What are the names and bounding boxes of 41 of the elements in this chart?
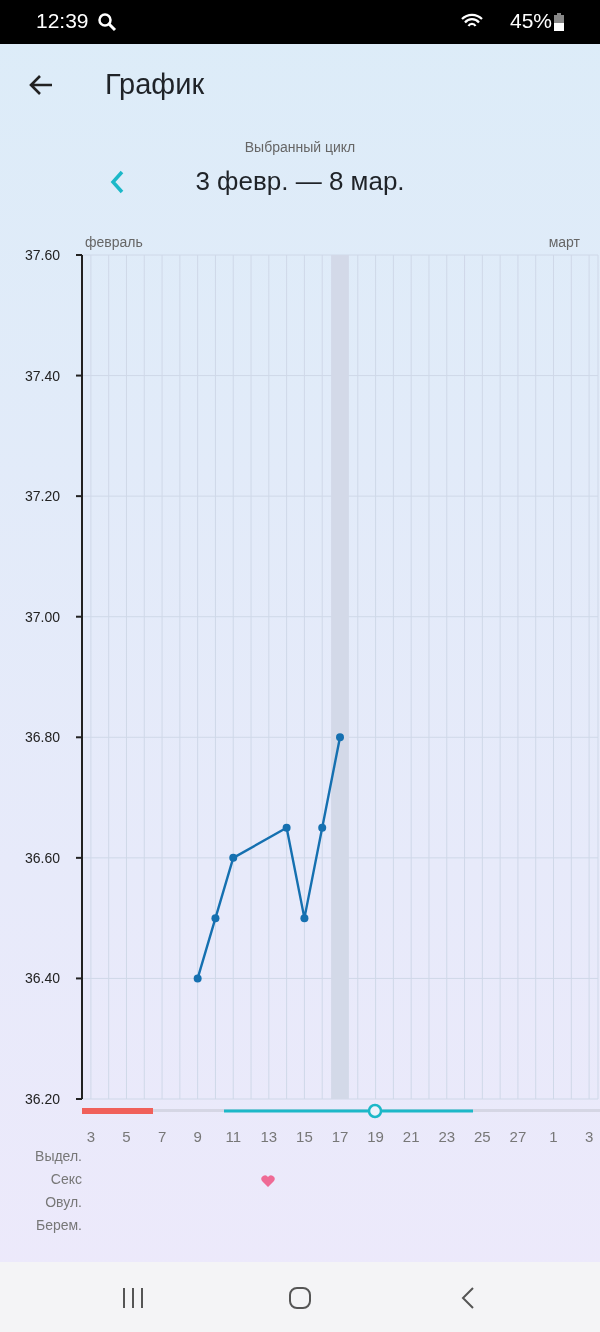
chart-subtitle: Выбранный цикл bbox=[243, 139, 357, 155]
text: март bbox=[548, 234, 580, 250]
y-tick-label: 37.20 bbox=[24, 488, 61, 505]
text: февраль bbox=[85, 234, 143, 250]
text: Берем. bbox=[35, 1217, 82, 1233]
point bbox=[300, 914, 309, 923]
y-tick-label: 37.60 bbox=[24, 246, 61, 263]
y-tick-label: 37.00 bbox=[24, 608, 61, 625]
x-tick-label: 19 bbox=[367, 1127, 384, 1145]
point bbox=[336, 733, 344, 742]
text: Выдел. bbox=[35, 1148, 82, 1164]
x-tick-label: 25 bbox=[474, 1127, 491, 1145]
x-tick-label: 21 bbox=[402, 1127, 420, 1145]
y-tick-label: 36.40 bbox=[24, 970, 61, 987]
y-tick-label: 36.80 bbox=[24, 729, 61, 746]
point bbox=[193, 974, 202, 983]
x-tick-label: 27 bbox=[509, 1127, 527, 1145]
text: 45% bbox=[510, 9, 553, 33]
x-tick-label: 13 bbox=[260, 1127, 278, 1145]
x-tick-label: 9 bbox=[193, 1127, 202, 1145]
x-tick-label: 7 bbox=[157, 1127, 167, 1145]
x-tick-label: 1 bbox=[549, 1127, 558, 1145]
point bbox=[211, 914, 220, 923]
y-tick-label: 37.40 bbox=[24, 367, 61, 384]
text: 3 февр. — 8 мар. bbox=[194, 166, 406, 197]
point bbox=[282, 823, 291, 832]
x-tick-label: 3 bbox=[584, 1127, 594, 1145]
text: Секс bbox=[50, 1171, 82, 1187]
x-tick-label: 5 bbox=[122, 1127, 131, 1145]
x-tick-label: 3 bbox=[86, 1127, 96, 1145]
y-tick-label: 36.20 bbox=[24, 1090, 61, 1107]
x-tick-label: 23 bbox=[438, 1127, 456, 1145]
point bbox=[318, 823, 327, 832]
text: Овул. bbox=[45, 1194, 82, 1210]
point bbox=[229, 853, 238, 862]
chart-title: График bbox=[105, 68, 205, 101]
x-tick-label: 15 bbox=[296, 1127, 313, 1145]
x-tick-label: 11 bbox=[225, 1127, 242, 1145]
text: 12:39 bbox=[36, 9, 89, 33]
y-tick-label: 36.60 bbox=[24, 849, 61, 866]
x-tick-label: 17 bbox=[331, 1127, 349, 1145]
